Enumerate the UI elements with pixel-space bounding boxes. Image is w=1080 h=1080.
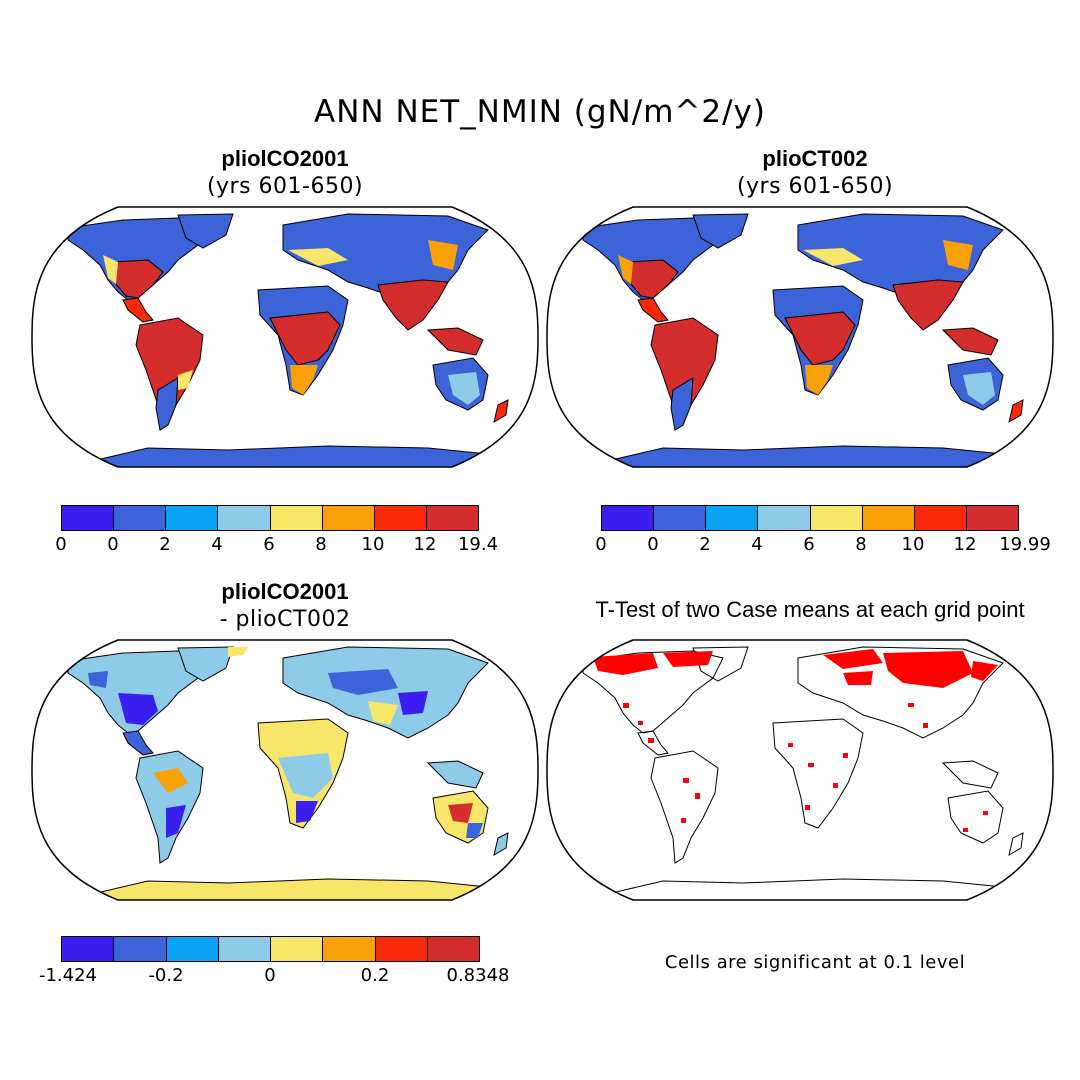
antarctica-landmass: [602, 445, 1014, 467]
colorbar-tick: -1.424: [38, 965, 98, 986]
colorbar-tick: 0: [55, 534, 67, 555]
colorbar-swatch: [322, 506, 375, 530]
map-case-b: [546, 206, 1054, 468]
colorbar-tick: 0.8348: [446, 965, 510, 986]
colorbar-case-a: [61, 505, 479, 531]
colorbar-tick: 6: [803, 534, 815, 555]
colorbar-swatch: [862, 506, 915, 530]
colorbar-swatch: [810, 506, 863, 530]
colorbar-swatch: [271, 937, 324, 961]
colorbar-tick: 0: [107, 534, 119, 555]
eurasia-outline: [797, 646, 1004, 739]
colorbar-tick: 8: [855, 534, 867, 555]
colorbar-swatch: [270, 506, 323, 530]
panel-title-case-b: plioCT002: [762, 146, 868, 171]
south-america-landmass: [135, 750, 204, 864]
panel-subtitle-difference: - plioCT002: [219, 607, 351, 632]
colorbar-tick: 2: [699, 534, 711, 555]
colorbar-swatch: [758, 506, 811, 530]
colorbar-difference: [61, 936, 480, 962]
colorbar-tick: 6: [263, 534, 275, 555]
colorbar-tick: 2: [159, 534, 171, 555]
colorbar-tick: 4: [211, 534, 223, 555]
greenland-outline: [692, 646, 749, 682]
colorbar-swatch: [166, 937, 219, 961]
colorbar-tick: 12: [413, 534, 437, 555]
colorbar-tick: 19.99: [999, 534, 1051, 555]
panel-title-difference: pliolCO2001: [221, 579, 349, 604]
colorbar-tick: -0.2: [148, 965, 184, 986]
colorbar-tick: 19.4: [457, 534, 499, 555]
significance-note: Cells are significant at 0.1 level: [664, 952, 966, 973]
colorbar-swatch: [166, 506, 219, 530]
colorbar-swatch: [374, 506, 427, 530]
greenland-landmass: [692, 213, 749, 249]
ttest-title: T-Test of two Case means at each grid po…: [595, 597, 1025, 622]
africa-outline: [772, 718, 864, 829]
greenland-landmass: [177, 213, 234, 249]
colorbar-tick: 0: [264, 965, 276, 986]
significant-cells: [593, 649, 998, 832]
colorbar-tick: 10: [361, 534, 385, 555]
colorbar-tick: 0: [595, 534, 607, 555]
colorbar-swatch: [114, 937, 167, 961]
colorbar-swatch: [602, 506, 655, 530]
colorbar-tick: 8: [315, 534, 327, 555]
australia-outline: [947, 790, 1004, 844]
colorbar-swatch: [218, 506, 271, 530]
colorbar-swatch: [323, 937, 376, 961]
colorbar-swatch: [426, 506, 478, 530]
map-significance: [546, 639, 1054, 901]
panel-subtitle-years-b: (yrs 601-650): [736, 174, 894, 199]
map-case-a: [31, 206, 539, 468]
map-difference: [31, 639, 539, 901]
colorbar-swatch: [427, 937, 479, 961]
colorbar-swatch: [914, 506, 967, 530]
colorbar-tick: 4: [751, 534, 763, 555]
colorbar-swatch: [218, 937, 271, 961]
colorbar-swatch: [706, 506, 759, 530]
colorbar-tick: 12: [953, 534, 977, 555]
panel-title-case-a: pliolCO2001: [221, 146, 349, 171]
antarctica-landmass: [87, 445, 499, 467]
colorbar-swatch: [375, 937, 428, 961]
colorbar-swatch: [966, 506, 1018, 530]
colorbar-swatch: [62, 506, 115, 530]
colorbar-swatch: [62, 937, 115, 961]
colorbar-swatch: [114, 506, 167, 530]
antarctica-outline: [602, 878, 1014, 900]
colorbar-case-b: [601, 505, 1019, 531]
south-america-outline: [650, 750, 719, 864]
eurasia-landmass: [282, 646, 489, 739]
colorbar-tick: 0: [647, 534, 659, 555]
main-title: ANN NET_NMIN (gN/m^2/y): [314, 94, 766, 130]
colorbar-swatch: [654, 506, 707, 530]
colorbar-tick: 0.2: [360, 965, 390, 986]
antarctica-landmass: [87, 878, 499, 900]
panel-subtitle-years-a: (yrs 601-650): [206, 174, 364, 199]
greenland-landmass: [177, 646, 234, 682]
colorbar-tick: 10: [901, 534, 925, 555]
